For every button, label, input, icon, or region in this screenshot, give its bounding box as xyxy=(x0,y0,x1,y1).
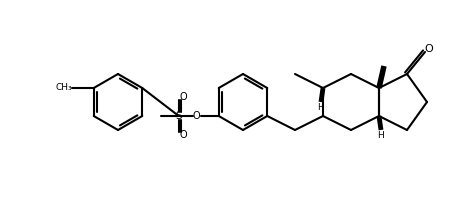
Text: CH₃: CH₃ xyxy=(55,83,72,93)
Text: O: O xyxy=(180,92,188,102)
Text: O: O xyxy=(425,44,433,54)
Text: O: O xyxy=(180,130,188,140)
Text: S: S xyxy=(176,111,182,121)
Text: H: H xyxy=(378,132,384,141)
Text: H: H xyxy=(318,103,324,113)
Text: O: O xyxy=(193,111,201,121)
